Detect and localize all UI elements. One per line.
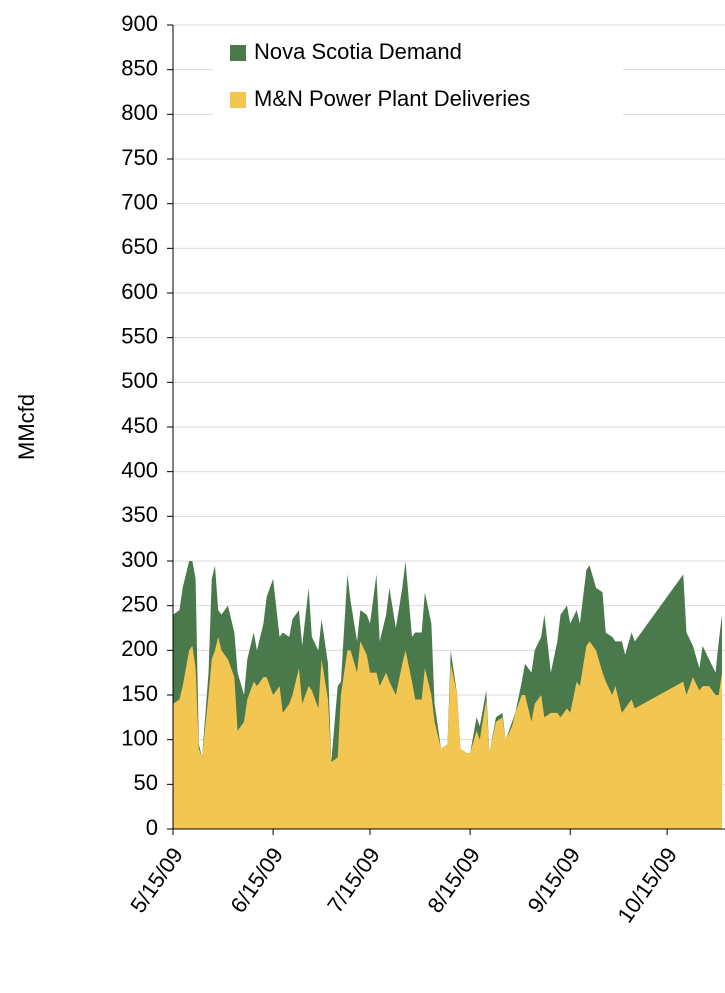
y-tick-label: 550 xyxy=(121,323,158,348)
x-tick-label: 10/15/09 xyxy=(612,843,682,927)
x-tick-label: 7/15/09 xyxy=(322,843,385,917)
legend-label: Nova Scotia Demand xyxy=(254,39,462,64)
legend-swatch xyxy=(230,45,246,61)
y-tick-label: 200 xyxy=(121,636,158,661)
y-tick-label: 600 xyxy=(121,279,158,304)
y-tick-label: 50 xyxy=(134,770,158,795)
y-tick-label: 400 xyxy=(121,457,158,482)
y-tick-label: 250 xyxy=(121,591,158,616)
x-tick-label: 9/15/09 xyxy=(522,843,585,917)
y-tick-label: 650 xyxy=(121,234,158,259)
y-tick-label: 100 xyxy=(121,725,158,750)
area xyxy=(173,636,722,829)
x-tick-label: 8/15/09 xyxy=(422,843,485,917)
y-tick-label: 900 xyxy=(121,11,158,36)
x-tick-label: 6/15/09 xyxy=(225,843,288,917)
legend-box xyxy=(213,32,623,126)
y-tick-label: 450 xyxy=(121,413,158,438)
x-tick-label: 5/15/09 xyxy=(125,843,188,917)
legend: Nova Scotia Demand M&N Power Plant Delive… xyxy=(213,32,623,126)
y-tick-label: 150 xyxy=(121,681,158,706)
y-tick-label: 750 xyxy=(121,145,158,170)
y-tick-label: 0 xyxy=(146,815,158,840)
legend-swatch xyxy=(230,92,246,108)
y-axis-label: MMcfd xyxy=(14,394,39,460)
y-tick-label: 350 xyxy=(121,502,158,527)
y-tick-label: 300 xyxy=(121,547,158,572)
y-tick-label: 800 xyxy=(121,100,158,125)
y-tick-label: 700 xyxy=(121,189,158,214)
y-tick-label: 850 xyxy=(121,55,158,80)
y-tick-label: 500 xyxy=(121,368,158,393)
legend-label: M&N Power Plant Deliveries xyxy=(254,86,530,111)
